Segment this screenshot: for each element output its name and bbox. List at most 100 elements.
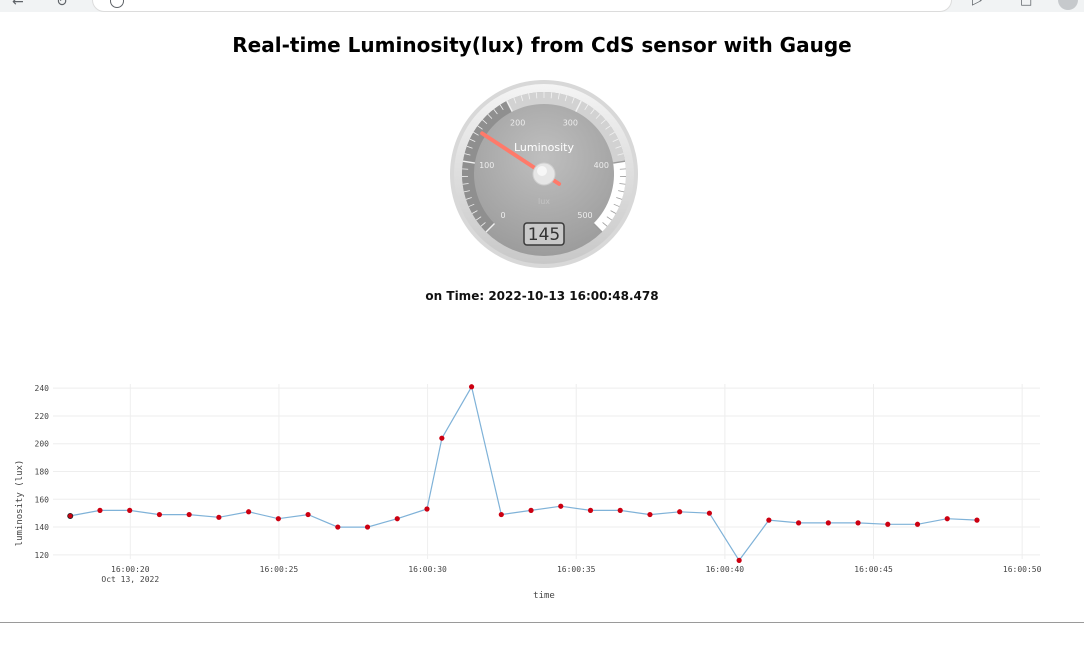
gauge-tick (462, 160, 475, 164)
data-point[interactable] (558, 503, 564, 509)
x-tick-label: 16:00:30 (408, 565, 447, 574)
gauge-tick (468, 203, 475, 207)
gauge-tick (487, 113, 493, 119)
gauge-tick (520, 95, 524, 102)
data-point[interactable] (974, 517, 980, 523)
divider-line (0, 622, 1084, 623)
gauge-tick (499, 104, 504, 111)
data-point[interactable] (364, 524, 371, 530)
data-point[interactable] (647, 511, 653, 518)
gauge-tick (480, 222, 486, 227)
data-point[interactable] (335, 524, 341, 530)
data-point[interactable] (796, 520, 802, 526)
gauge-tick (471, 210, 478, 214)
data-point[interactable] (424, 506, 430, 512)
gauge-tick (593, 223, 603, 233)
data-point[interactable] (468, 384, 475, 390)
x-tick-label: 16:00:40 (706, 565, 745, 574)
x-tick-sublabel: Oct 13, 2022 (101, 575, 159, 584)
data-point[interactable] (156, 511, 163, 518)
data-point[interactable] (97, 507, 103, 513)
gauge-tick-label: 0 (500, 211, 505, 220)
gauge-tick (528, 93, 531, 100)
data-point[interactable] (885, 521, 891, 527)
y-tick-label: 200 (35, 440, 50, 449)
y-tick-label: 180 (35, 468, 50, 477)
gauge-tick (465, 197, 472, 200)
gauge-tick (606, 216, 613, 221)
back-arrow-icon[interactable]: ← (12, 0, 24, 10)
gauge-tick (564, 95, 568, 102)
data-point[interactable] (677, 509, 683, 515)
data-point[interactable] (394, 516, 400, 522)
data-point[interactable] (825, 520, 831, 526)
data-point[interactable] (498, 511, 504, 518)
data-point[interactable] (855, 520, 861, 526)
page-title: Real-time Luminosity(lux) from CdS senso… (232, 33, 852, 57)
x-tick-label: 16:00:35 (557, 565, 596, 574)
gauge-tick (584, 104, 589, 111)
y-tick-label: 140 (35, 523, 50, 532)
reload-icon[interactable]: ↻ (56, 0, 68, 10)
tab-icon[interactable]: □ (1020, 0, 1033, 8)
data-point[interactable] (67, 512, 74, 519)
data-point[interactable] (275, 516, 281, 522)
y-axis-title: luminosity (lux) (15, 460, 25, 547)
gauge-tick-label: 400 (594, 161, 609, 170)
gauge-title: Luminosity (514, 141, 574, 154)
timestamp-prefix: on Time: (425, 289, 485, 303)
address-bar[interactable] (92, 0, 952, 12)
media-icon[interactable]: ▷ (972, 0, 982, 8)
gauge-tick (535, 92, 538, 99)
gauge-tick (506, 100, 513, 112)
timestamp-value: 2022-10-13 16:00:48.478 (488, 289, 659, 303)
data-point[interactable] (706, 510, 713, 516)
gauge-tick (590, 108, 595, 115)
gauge-tick (617, 153, 624, 156)
profile-avatar[interactable] (1058, 0, 1078, 10)
gauge-band-high (593, 161, 626, 232)
data-point[interactable] (617, 507, 623, 513)
gauge-tick (613, 203, 620, 207)
gauge-tick-label: 200 (510, 118, 525, 127)
gauge-value-box (523, 222, 565, 246)
x-tick-label: 16:00:25 (260, 565, 299, 574)
data-point[interactable] (766, 517, 772, 523)
data-point[interactable] (736, 557, 742, 563)
gauge-tick (575, 100, 582, 112)
gauge-tick (618, 190, 625, 193)
gauge-tick (550, 92, 553, 99)
luminosity-gauge: 0 100 200 300 400 500 Luminosity lux 145 (450, 80, 638, 268)
data-point[interactable] (587, 507, 594, 513)
browser-toolbar: ← ↻ ▷ □ (0, 0, 1084, 12)
data-point[interactable] (305, 511, 311, 518)
gauge-tick (600, 119, 606, 125)
data-point[interactable] (216, 514, 222, 520)
data-point[interactable] (186, 511, 192, 518)
gauge-tick (493, 108, 498, 115)
data-point[interactable] (528, 507, 534, 513)
y-tick-label: 160 (35, 495, 50, 504)
gauge-tick (463, 190, 470, 193)
gauge-unit: lux (538, 197, 550, 206)
data-point[interactable] (246, 509, 252, 515)
x-tick-label: 16:00:20 (111, 565, 150, 574)
gauge-tick (473, 131, 479, 136)
gauge-tick (616, 197, 623, 200)
y-tick-label: 120 (35, 551, 50, 560)
gauge-band-low (462, 100, 513, 232)
gauge-tick (477, 125, 483, 130)
gauge-tick (613, 160, 626, 164)
gauge-tick (619, 183, 626, 185)
data-point[interactable] (439, 435, 445, 441)
data-point[interactable] (944, 516, 950, 522)
gauge-tick (612, 138, 619, 143)
data-point[interactable] (127, 507, 133, 513)
gauge-tick (513, 97, 517, 104)
gauge-tick-label: 300 (563, 118, 578, 127)
x-tick-label: 16:00:45 (854, 565, 893, 574)
gauge-band-mid (506, 92, 625, 164)
gauge-tick (482, 119, 488, 125)
data-point[interactable] (914, 521, 921, 527)
